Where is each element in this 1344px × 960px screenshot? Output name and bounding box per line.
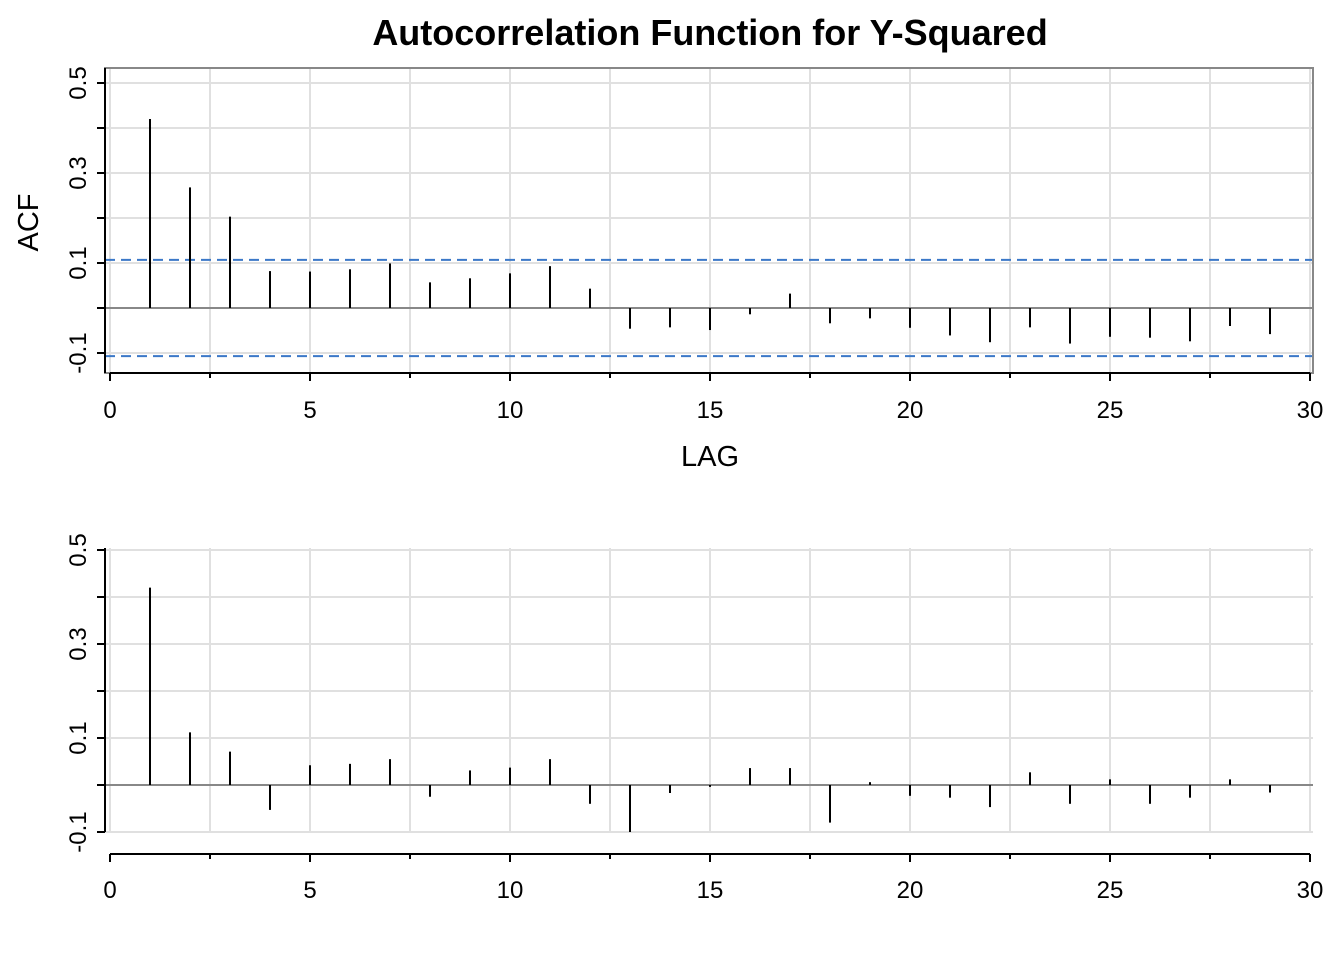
chart-title: Autocorrelation Function for Y-Squared [372, 12, 1048, 53]
x-tick-label: 15 [697, 397, 724, 424]
y-tick-label: 0.1 [65, 246, 92, 279]
y-axis-title: ACF [13, 194, 45, 252]
x-tick-label: 20 [897, 877, 924, 904]
spikes [149, 119, 1271, 344]
panel-2: -0.1 0.1 0.3 0.5 0 5 10 15 20 25 30 [65, 533, 1323, 904]
x-tick-label: 20 [897, 397, 924, 424]
x-tick-label: 10 [497, 397, 524, 424]
spikes [149, 587, 1271, 832]
x-tick-label: 5 [303, 877, 316, 904]
y-tick-label: -0.1 [65, 332, 92, 373]
y-tick-label: -0.1 [65, 811, 92, 852]
x-tick-label: 30 [1297, 397, 1324, 424]
panel-1: -0.1 0.1 0.3 0.5 0 5 10 15 20 25 30 LAG ACF [13, 66, 1323, 473]
x-axis-title: LAG [681, 441, 739, 473]
x-tick-label: 25 [1097, 877, 1124, 904]
y-tick-label: 0.1 [65, 721, 92, 754]
x-tick-label: 30 [1297, 877, 1324, 904]
y-tick-label: 0.3 [65, 156, 92, 189]
y-tick-label: 0.5 [65, 533, 92, 566]
x-tick-label: 15 [697, 877, 724, 904]
x-tick-label: 5 [303, 397, 316, 424]
x-tick-label: 25 [1097, 397, 1124, 424]
x-tick-label: 10 [497, 877, 524, 904]
y-tick-label: 0.3 [65, 627, 92, 660]
x-tick-label: 0 [103, 877, 116, 904]
grid [105, 548, 1313, 833]
x-tick-label: 0 [103, 397, 116, 424]
y-tick-label: 0.5 [65, 66, 92, 99]
